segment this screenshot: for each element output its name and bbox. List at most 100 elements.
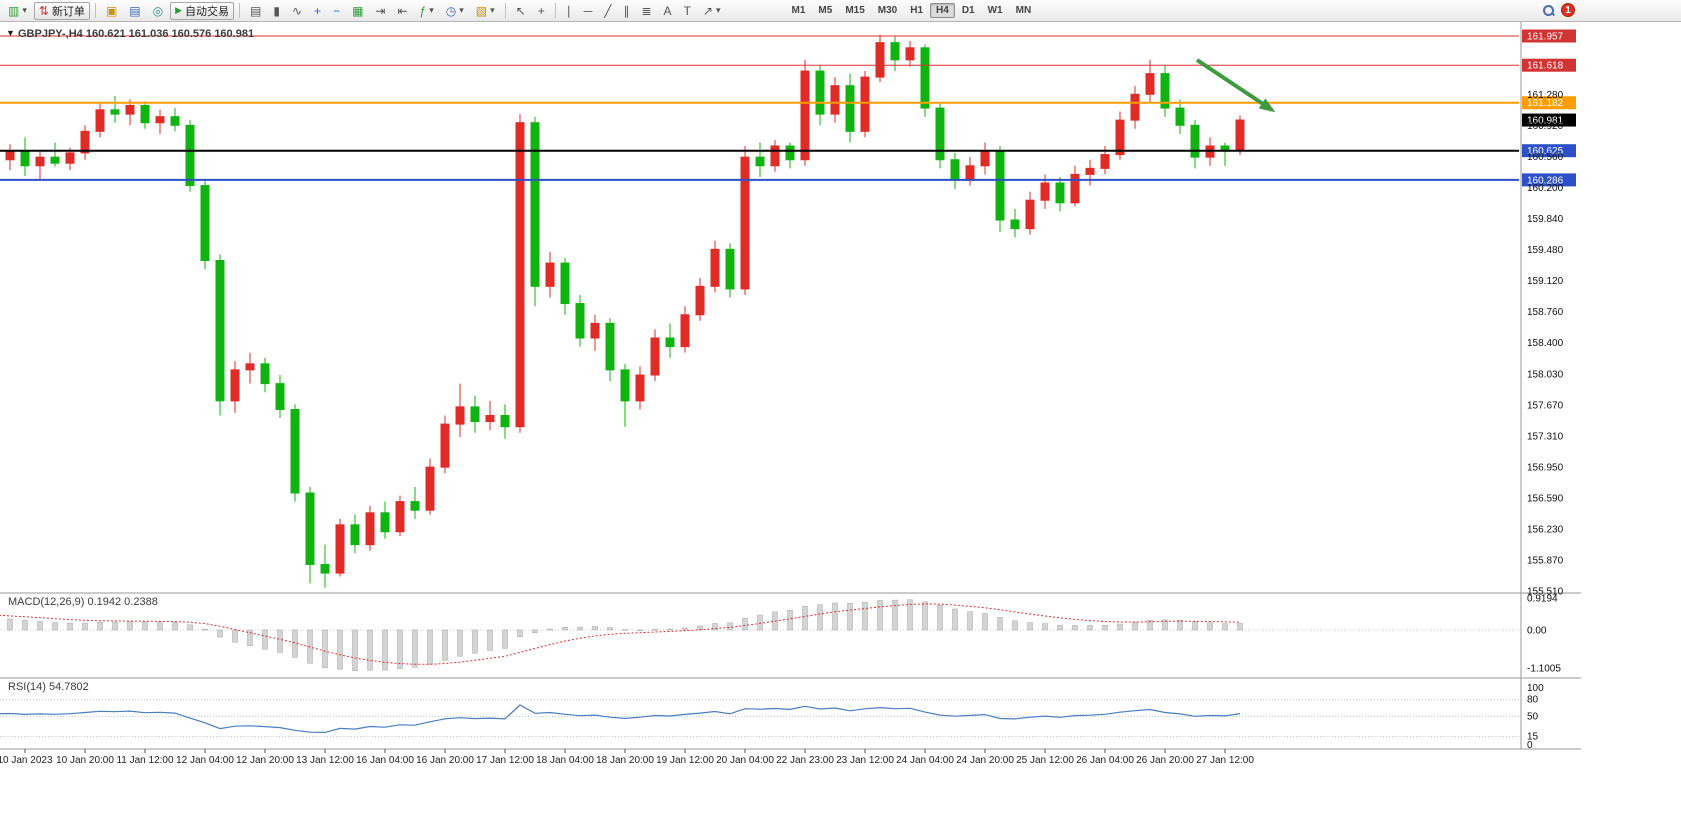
chevron-down-icon: ▾ <box>490 5 495 15</box>
autotrading-label: 自动交易 <box>185 5 230 18</box>
chart-title: GBPJPY-,H4 160.621 161.036 160.576 160.9… <box>18 28 254 40</box>
candle <box>650 329 660 382</box>
autotrading-button[interactable]: ▶ 自动交易 <box>170 1 235 20</box>
candle <box>1055 176 1065 212</box>
toolbar-separator <box>504 3 506 18</box>
trend-arrow-annotation[interactable] <box>1195 58 1276 113</box>
macd-histogram-bar <box>262 629 268 650</box>
tile-windows-icon: ▦ <box>352 3 364 18</box>
zoom-out-button[interactable]: − <box>328 2 345 20</box>
zoom-out-icon: − <box>333 3 341 18</box>
candle <box>410 486 420 519</box>
time-axis-label: 18 Jan 20:00 <box>596 755 654 766</box>
timeframe-mn[interactable]: MN <box>1015 5 1032 16</box>
current-price-label <box>1522 113 1576 127</box>
templates-button[interactable]: ▧ ▾ <box>471 2 500 20</box>
candle <box>1130 85 1140 129</box>
macd-histogram-bar <box>622 629 628 631</box>
price-axis-label: 159.120 <box>1527 276 1564 287</box>
label-tool-button[interactable]: T <box>679 2 696 20</box>
chart-shift-button[interactable]: ⇤ <box>392 2 412 20</box>
channel-tool-button[interactable]: ∥ <box>618 2 634 20</box>
timeframe-m1[interactable]: M1 <box>791 5 806 16</box>
text-tool-button[interactable]: A <box>659 2 677 20</box>
zoom-in-button[interactable]: + <box>309 2 326 20</box>
arrows-tool-button[interactable]: ↗ ▾ <box>698 2 726 20</box>
horizontal-line-tool-button[interactable]: ─ <box>579 2 598 20</box>
macd-histogram-bar <box>187 624 193 631</box>
periods-button[interactable]: ◷ ▾ <box>441 2 469 20</box>
timeframe-d1[interactable]: D1 <box>961 5 975 16</box>
time-axis-label: 10 Jan 2023 <box>0 755 53 766</box>
timeframe-m5[interactable]: M5 <box>818 5 833 16</box>
rsi-header: RSI(14) 54.7802 <box>8 681 89 693</box>
timeframe-w1[interactable]: W1 <box>987 5 1003 16</box>
market-watch-button[interactable]: ▤ <box>124 2 145 20</box>
axes-layer: 161.280 160.920 160.560 160.200 159.840 159.4… <box>0 22 1581 766</box>
new-chart-icon: ▥ <box>8 3 20 18</box>
macd-histogram-bar <box>982 613 988 631</box>
price-axis-label: 158.030 <box>1527 370 1564 381</box>
fibonacci-tool-button[interactable]: ≣ <box>636 2 656 20</box>
vertical-line-tool-button[interactable]: ∣ <box>561 2 577 20</box>
price-axis-label: 156.950 <box>1527 463 1564 474</box>
time-axis-label: 22 Jan 23:00 <box>776 755 834 766</box>
macd-histogram-bar <box>247 629 253 647</box>
macd-histogram-bar <box>892 599 898 631</box>
candle <box>200 178 210 270</box>
timeframe-h4[interactable]: H4 <box>930 3 955 18</box>
macd-histogram-bar <box>472 629 478 654</box>
one-click-trading-toggle[interactable]: ▼ <box>6 28 15 38</box>
candle <box>935 102 945 169</box>
candle <box>890 36 900 72</box>
macd-histogram-bar <box>922 601 928 631</box>
crosshair-tool-button[interactable]: + <box>533 2 550 20</box>
new-order-button[interactable]: ⇅ 新订单 <box>33 1 90 20</box>
macd-histogram-bar <box>52 622 58 631</box>
timeframe-m15[interactable]: M15 <box>845 5 865 16</box>
macd-histogram-bar <box>862 601 868 631</box>
new-chart-button[interactable]: ▥ ▾ <box>3 2 32 20</box>
autoscroll-button[interactable]: ⇥ <box>370 2 390 20</box>
chart-canvas[interactable]: 161.957 161.618 161.182 160.625 160.286 160.9… <box>0 22 1681 829</box>
market-watch-icon: ▤ <box>129 3 141 18</box>
candle <box>815 65 825 126</box>
search-icon[interactable] <box>1542 4 1555 17</box>
tile-windows-button[interactable]: ▦ <box>347 2 368 20</box>
macd-histogram-bar <box>82 622 88 631</box>
profiles-button[interactable]: ▣ <box>101 2 122 20</box>
macd-histogram-bar <box>442 629 448 661</box>
macd-histogram-bar <box>412 629 418 668</box>
candle <box>290 404 300 502</box>
time-axis-label: 25 Jan 12:00 <box>1016 755 1074 766</box>
price-axis-label: 158.400 <box>1527 338 1564 349</box>
candle <box>905 40 915 67</box>
candle <box>965 157 975 186</box>
timeframe-h1[interactable]: H1 <box>910 5 924 16</box>
candle <box>920 44 930 117</box>
macd-histogram-bar <box>712 623 718 631</box>
price-axis-label: 157.310 <box>1527 432 1564 443</box>
notification-badge[interactable]: 1 <box>1561 3 1575 17</box>
candle <box>845 73 855 143</box>
price-axis-label: 161.280 <box>1527 90 1564 101</box>
macd-histogram-bar <box>337 629 343 670</box>
cursor-tool-button[interactable]: ↖ <box>511 2 531 20</box>
trendline-tool-button[interactable]: ╱ <box>599 2 616 20</box>
chevron-down-icon: ▾ <box>459 5 464 15</box>
price-axis-label: 158.760 <box>1527 307 1564 318</box>
candle <box>605 318 615 382</box>
candle <box>1070 165 1080 207</box>
indicators-button[interactable]: ƒ ▾ <box>415 2 439 20</box>
text-label-icon: T <box>683 3 691 18</box>
macd-histogram-bar <box>997 617 1003 631</box>
candle <box>335 518 345 577</box>
macd-histogram-bar <box>67 622 73 631</box>
bar-chart-button[interactable]: ▤ <box>245 2 266 20</box>
macd-histogram-bar <box>832 602 838 631</box>
line-chart-button[interactable]: ∿ <box>287 2 307 20</box>
candlestick-chart-button[interactable]: ▮ <box>268 2 285 20</box>
navigator-button[interactable]: ◎ <box>148 2 168 20</box>
price-line-label-text: 160.625 <box>1527 146 1564 157</box>
timeframe-m30[interactable]: M30 <box>877 5 898 16</box>
